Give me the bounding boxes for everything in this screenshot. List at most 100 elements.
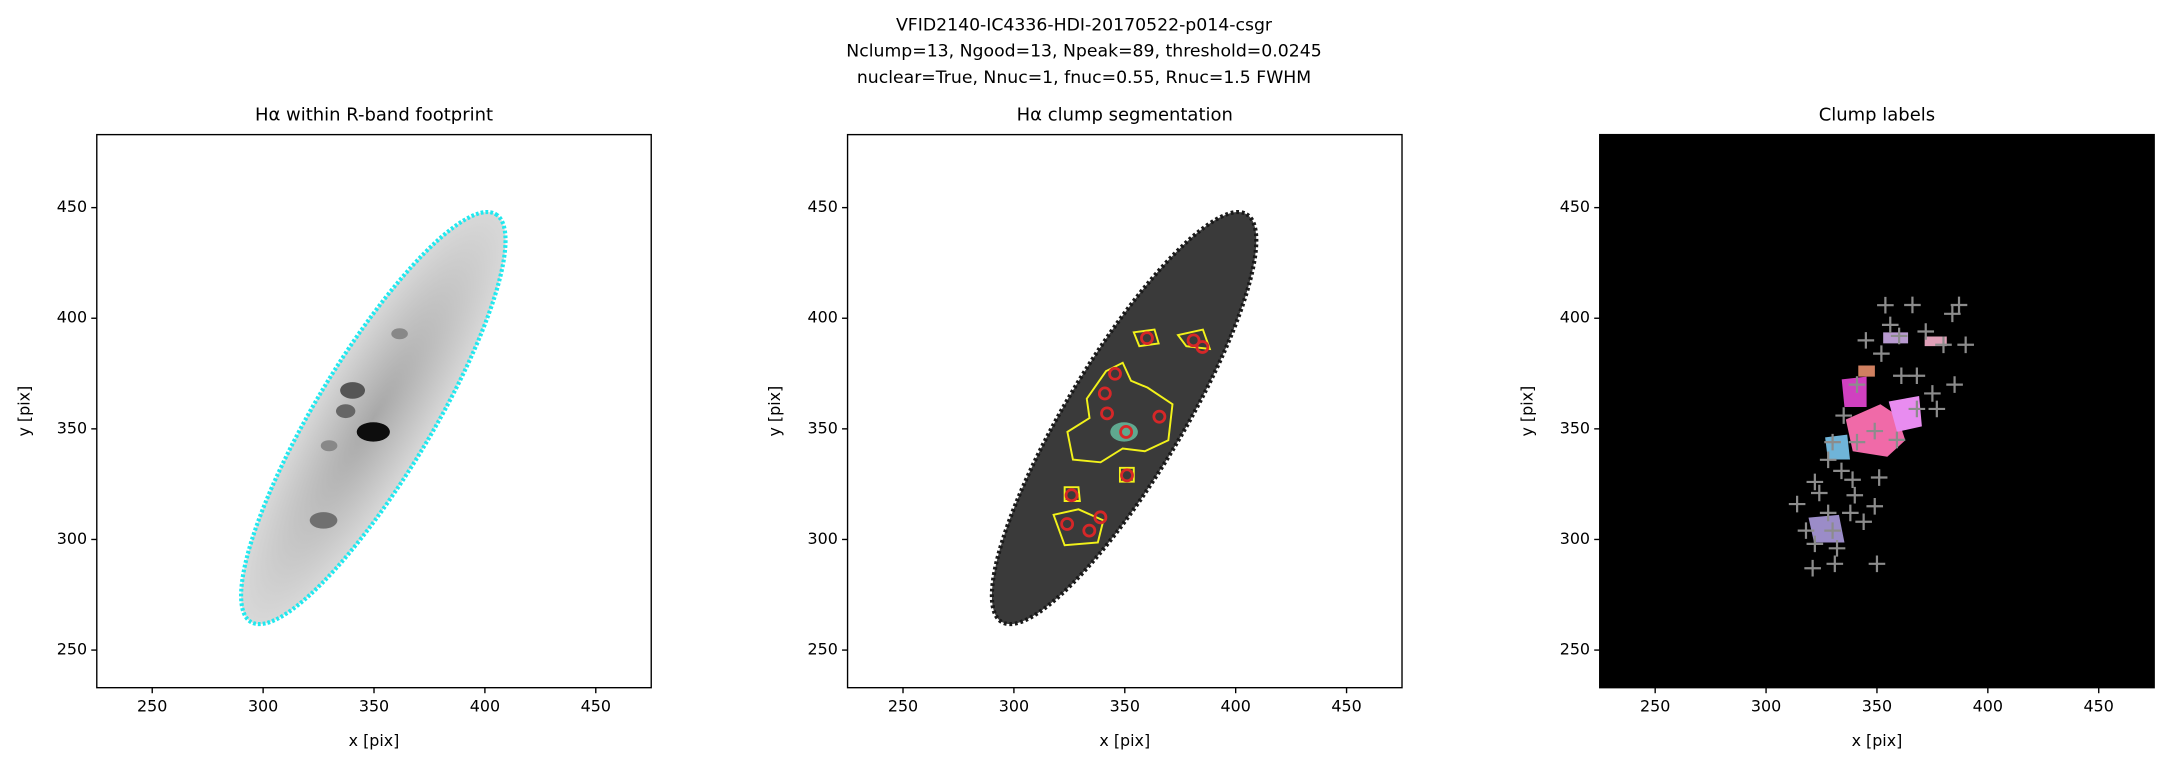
x-tick-label: 400 [1221,697,1251,716]
peak-marker [1826,555,1844,573]
peak-marker [1935,336,1952,354]
y-tick-label: 250 [57,640,87,659]
panel: 250 300 350 400 450 250 300 350 400 450 Clump labe… [1517,104,2155,750]
panel: 250 300 350 400 450 250 300 350 400 450 Hα clump s… [765,104,1403,750]
x-tick-label: 250 [1640,697,1670,716]
peak-marker [1866,497,1884,515]
clump-marker [1093,510,1108,525]
peak-marker [1848,376,1866,393]
peak-marker [1881,316,1899,334]
x-tick-label: 300 [1751,697,1781,716]
y-tick-label: 250 [1560,640,1590,659]
peak-marker [1855,513,1872,531]
peak-marker [1917,323,1935,340]
title-line: nuclear=True, Nnuc=1, fnuc=0.55, Rnuc=1.… [857,68,1311,88]
x-tick-label: 350 [1110,697,1140,716]
x-tick-label: 400 [470,697,500,716]
peak-marker [1797,522,1815,539]
peak-marker [1819,504,1837,522]
clump-marker [1186,333,1201,348]
x-tick-label: 350 [359,697,389,716]
peak-marker [1835,407,1852,424]
y-axis-label: y [pix] [1517,386,1536,437]
peak-marker [1806,473,1824,491]
y-tick-label: 400 [1560,308,1590,327]
x-tick-label: 450 [581,697,611,716]
peak-marker [1908,367,1926,385]
panel-title: Hα clump segmentation [1017,104,1233,125]
x-tick-label: 350 [1862,697,1892,716]
clump-marker [1082,523,1097,538]
x-tick-label: 300 [999,697,1029,716]
peak-marker [1924,385,1941,402]
panel: 250 300 350 400 450 250 300 350 400 450 Hα within … [14,104,652,750]
peak-marker [1866,422,1884,440]
x-tick-label: 450 [2084,697,2114,716]
peak-marker [1833,462,1850,480]
peak-marker [1873,345,1890,362]
y-tick-label: 300 [1560,529,1590,548]
y-tick-label: 400 [57,308,87,327]
peak-marker [1893,367,1910,385]
peak-marker [1957,336,1974,354]
segmentation-image [989,209,1259,627]
clump-marker [1195,340,1210,354]
x-axis-label: x [pix] [1852,731,1903,750]
clump-marker [1119,425,1134,439]
y-tick-label: 450 [1560,197,1590,216]
clump-marker [1140,331,1154,346]
peak-marker [1946,376,1963,393]
peak-marker [1904,296,1921,314]
halpha-image [239,209,508,627]
peak-marker [1928,400,1946,418]
peak-marker [1804,559,1821,577]
clump-marker [1060,517,1075,531]
peak-marker [1908,400,1926,418]
peak-marker [1890,327,1908,345]
peak-marker [1944,305,1961,323]
y-tick-label: 450 [808,197,838,216]
panel-title: Hα within R-band footprint [255,104,493,125]
y-tick-label: 450 [57,197,87,216]
y-tick-label: 300 [808,529,838,548]
peak-marker [1824,522,1841,539]
peak-marker [1846,486,1864,504]
peak-marker [1868,555,1886,573]
labels-image [1599,134,2155,688]
peak-marker [1870,469,1888,486]
x-tick-label: 400 [1973,697,2003,716]
y-tick-label: 350 [808,418,838,437]
x-tick-label: 450 [1331,697,1361,716]
panel-title: Clump labels [1819,104,1935,125]
x-axis-label: x [pix] [1099,731,1150,750]
peak-marker [1848,433,1866,451]
peak-marker [1950,296,1968,314]
peak-marker [1819,451,1837,469]
peak-marker [1824,433,1841,451]
peak-marker [1844,471,1861,489]
x-axis-label: x [pix] [349,731,400,750]
clump-marker [1097,386,1112,401]
y-tick-label: 400 [808,308,838,327]
clump-marker [1064,488,1079,503]
y-axis-label: y [pix] [14,386,33,437]
y-axis-label: y [pix] [765,386,784,437]
y-tick-label: 300 [57,529,87,548]
peak-marker [1877,296,1894,314]
figure-title: VFID2140-IC4336-HDI-20170522-p014-csgr Nc… [846,15,1321,88]
title-line: Nclump=13, Ngood=13, Npeak=89, threshold… [846,42,1321,62]
y-tick-label: 350 [57,418,87,437]
peak-marker [1842,504,1859,522]
x-tick-label: 250 [137,697,167,716]
peak-marker [1806,535,1824,553]
y-tick-label: 250 [808,640,838,659]
clump-marker [1120,468,1134,483]
clump-marker [1100,406,1114,421]
peak-marker [1788,495,1806,513]
y-tick-label: 350 [1560,418,1590,437]
x-tick-label: 300 [248,697,278,716]
peak-marker [1810,484,1828,502]
title-line: VFID2140-IC4336-HDI-20170522-p014-csgr [896,15,1273,35]
